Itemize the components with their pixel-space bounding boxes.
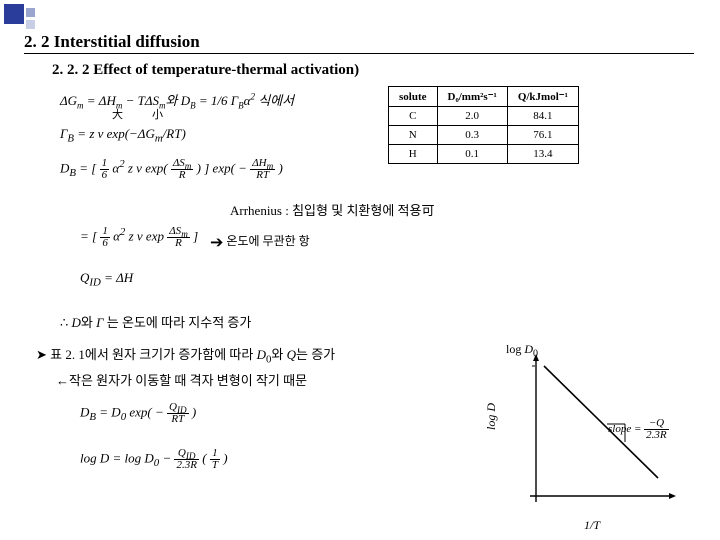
table-header: solute <box>389 87 438 107</box>
diffusion-table: soluteD₀/mm²s⁻¹Q/kJmol⁻¹ C2.084.1N0.376.… <box>388 86 579 164</box>
corner-decoration <box>0 0 52 36</box>
therefore-line: ∴ D와 Γ 는 온도에 따라 지수적 증가 <box>60 312 251 331</box>
table-cell: 2.0 <box>437 107 507 126</box>
equation-db-d0: DB = D0 exp( − QIDRT ) <box>80 402 196 425</box>
table-cell: H <box>389 145 438 164</box>
table-row: N0.376.1 <box>389 126 579 145</box>
table-cell: 84.1 <box>507 107 578 126</box>
arrhenius-note: Arrhenius : 침입형 및 치환형에 적용可 <box>230 200 434 219</box>
equation-qid: QID = ΔH <box>80 270 133 286</box>
table-cell: C <box>389 107 438 126</box>
annotation-big: 大 <box>112 106 123 122</box>
equation-bracket: = [ 16 α2 z ν exp ΔSmR ] <box>80 226 198 249</box>
table-cell: 0.1 <box>437 145 507 164</box>
temp-independent-label: ➔ 온도에 무관한 항 <box>210 232 310 252</box>
table-header: D₀/mm²s⁻¹ <box>437 87 507 107</box>
subsection-heading: 2. 2. 2 Effect of temperature-thermal ac… <box>52 62 359 79</box>
equation-logd: log D = log D0 − QID2.3R ( 1T ) <box>80 448 228 471</box>
chart-x-label: 1/T <box>584 518 600 533</box>
table-header: Q/kJmol⁻¹ <box>507 87 578 107</box>
equation-db-full: DB = [ 16 α2 z ν exp( ΔSmR ) ] exp( − ΔH… <box>60 158 283 181</box>
bullet-line-1: ➤ 표 2. 1에서 원자 크기가 증가함에 따라 D0와 Q는 증가 <box>36 344 335 363</box>
equation-line-2: ΓB = z ν exp(−ΔGm/RT) <box>60 126 186 142</box>
table-row: H0.113.4 <box>389 145 579 164</box>
bullet-line-2: ←작은 원자가 이동할 때 격자 변형이 작기 때문 <box>56 370 307 389</box>
table-cell: 76.1 <box>507 126 578 145</box>
table-cell: 13.4 <box>507 145 578 164</box>
table-cell: 0.3 <box>437 126 507 145</box>
annotation-small: 小 <box>152 106 163 122</box>
section-heading: 2. 2 Interstitial diffusion <box>24 32 694 54</box>
arrhenius-plot <box>500 338 690 514</box>
table-cell: N <box>389 126 438 145</box>
chart-y-label: log D <box>484 403 499 430</box>
table-row: C2.084.1 <box>389 107 579 126</box>
equation-line-1: ΔGm = ΔHm − TΔSm와 DB = 1/6 ΓBα2 식에서 <box>60 90 294 109</box>
